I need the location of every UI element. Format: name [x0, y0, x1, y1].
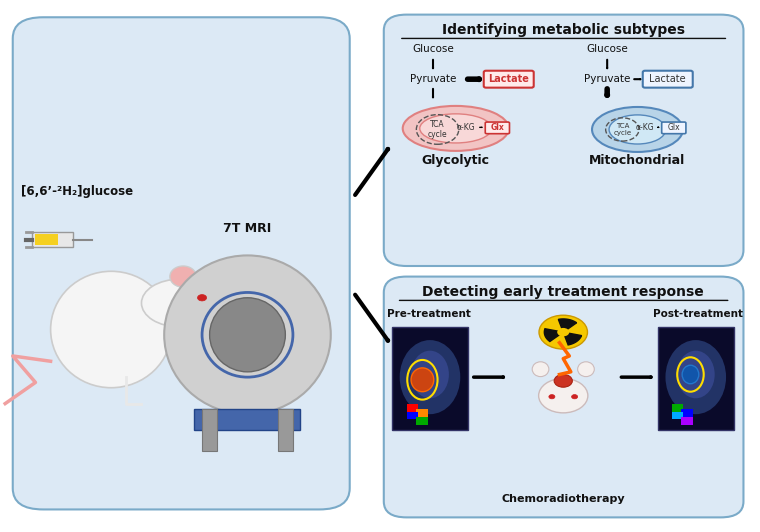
Ellipse shape	[411, 351, 449, 398]
Circle shape	[539, 315, 587, 349]
Ellipse shape	[411, 368, 434, 392]
Text: Glycolytic: Glycolytic	[422, 154, 489, 167]
Bar	[672, 404, 683, 412]
Text: 7T MRI: 7T MRI	[223, 222, 271, 236]
Ellipse shape	[666, 340, 726, 414]
Ellipse shape	[51, 271, 172, 388]
Text: Lactate: Lactate	[650, 74, 686, 84]
Ellipse shape	[682, 365, 698, 384]
Ellipse shape	[592, 107, 683, 152]
Ellipse shape	[198, 295, 207, 301]
Text: Chemoradiotherapy: Chemoradiotherapy	[502, 494, 625, 504]
FancyBboxPatch shape	[384, 277, 743, 518]
Text: Pre-treatment: Pre-treatment	[388, 309, 471, 319]
FancyBboxPatch shape	[485, 122, 509, 134]
Text: TCA
cycle: TCA cycle	[428, 120, 448, 139]
Text: Lactate: Lactate	[488, 74, 529, 84]
FancyBboxPatch shape	[384, 14, 743, 266]
Bar	[672, 412, 683, 419]
Bar	[416, 409, 428, 417]
Ellipse shape	[210, 298, 285, 372]
Ellipse shape	[420, 114, 492, 143]
Ellipse shape	[572, 395, 578, 399]
Text: Pyruvate: Pyruvate	[584, 74, 630, 84]
Ellipse shape	[609, 115, 666, 144]
Circle shape	[554, 375, 572, 387]
Ellipse shape	[677, 351, 714, 398]
Bar	[682, 409, 692, 417]
Ellipse shape	[532, 362, 549, 377]
Ellipse shape	[578, 362, 594, 377]
Text: TCA
cycle: TCA cycle	[613, 123, 632, 136]
Text: α-KG: α-KG	[457, 123, 476, 132]
Bar	[32, 231, 73, 247]
Ellipse shape	[170, 266, 196, 287]
Bar	[658, 327, 733, 430]
Ellipse shape	[403, 106, 508, 151]
Ellipse shape	[164, 255, 331, 414]
Bar	[195, 409, 300, 430]
Bar	[407, 412, 418, 419]
Text: Pyruvate: Pyruvate	[410, 74, 456, 84]
FancyBboxPatch shape	[643, 71, 692, 88]
Text: Identifying metabolic subtypes: Identifying metabolic subtypes	[442, 23, 685, 37]
FancyBboxPatch shape	[483, 71, 534, 88]
Bar	[202, 409, 217, 451]
Text: α-KG: α-KG	[635, 123, 654, 132]
Ellipse shape	[539, 378, 587, 413]
Text: Detecting early treatment response: Detecting early treatment response	[423, 286, 704, 300]
Text: Glucose: Glucose	[586, 44, 628, 54]
Text: [6,6’-²H₂]glucose: [6,6’-²H₂]glucose	[21, 186, 133, 198]
Ellipse shape	[549, 395, 555, 399]
Text: Glx: Glx	[490, 123, 504, 132]
Text: Mitochondrial: Mitochondrial	[589, 154, 686, 167]
Text: Glucose: Glucose	[412, 44, 454, 54]
Bar	[682, 417, 692, 425]
Text: Glx: Glx	[667, 123, 680, 132]
FancyBboxPatch shape	[662, 122, 686, 134]
Bar	[36, 234, 59, 245]
Bar	[416, 417, 428, 425]
Circle shape	[557, 328, 569, 336]
Polygon shape	[544, 329, 563, 342]
Ellipse shape	[141, 279, 217, 327]
Bar	[277, 409, 293, 451]
Bar	[407, 404, 418, 412]
Polygon shape	[559, 319, 577, 332]
Text: Post-treatment: Post-treatment	[653, 309, 743, 319]
Polygon shape	[563, 332, 581, 345]
Bar	[392, 327, 468, 430]
FancyBboxPatch shape	[13, 17, 350, 510]
Ellipse shape	[400, 340, 461, 414]
